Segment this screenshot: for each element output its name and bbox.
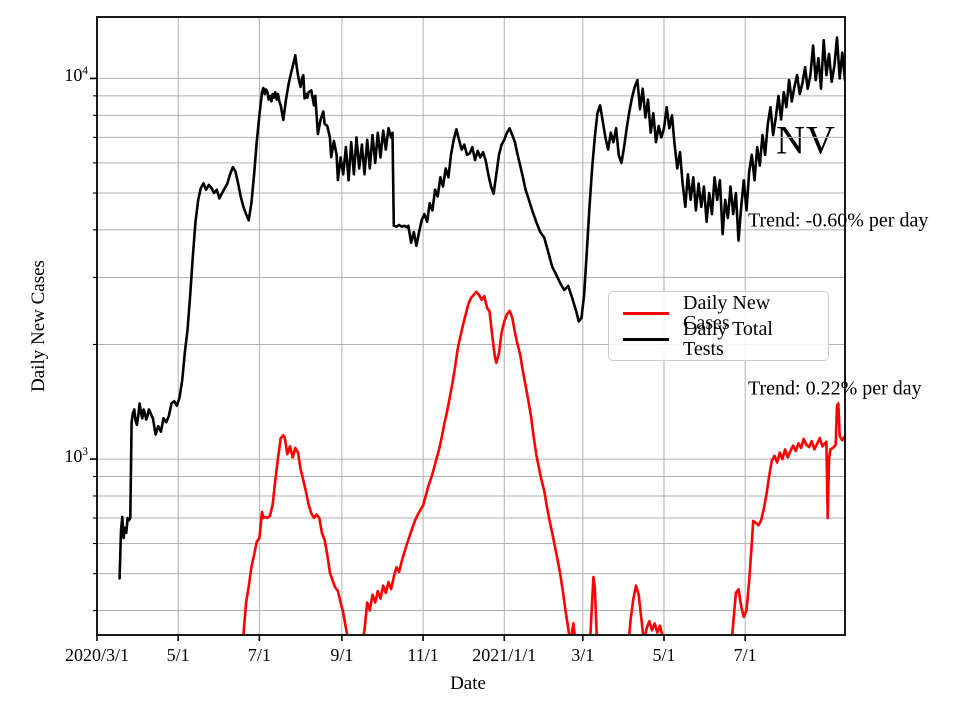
x-axis-label: Date <box>450 673 486 694</box>
trend-annotation-new-cases: Trend: 0.22% per day <box>748 377 922 400</box>
legend-item: Daily New Cases <box>619 293 818 333</box>
legend-swatch <box>623 337 669 341</box>
x-tick-label: 3/1 <box>571 645 595 665</box>
x-tick-label: 2020/3/1 <box>64 645 130 665</box>
legend: Daily New Cases Daily Total Tests <box>608 291 829 361</box>
x-tick-label: 2021/1/1 <box>472 645 537 665</box>
x-tick-label: 7/1 <box>247 645 271 665</box>
y-axis-label: Daily New Cases <box>28 260 49 392</box>
series-line-daily-total-tests <box>118 36 845 580</box>
y-tick-label: 103 <box>64 446 88 467</box>
legend-swatch <box>623 311 669 315</box>
y-tick-label: 104 <box>64 65 88 86</box>
series-lines <box>118 36 845 635</box>
legend-label: Daily Total Tests <box>683 318 773 360</box>
x-tick-label: 9/1 <box>330 645 354 665</box>
state-label: NV <box>776 117 836 163</box>
trend-annotation-total-tests: Trend: -0.60% per day <box>748 209 929 232</box>
tick-marks <box>90 77 746 641</box>
x-tick-label: 7/1 <box>733 645 757 665</box>
series-line-daily-new-cases <box>242 290 845 635</box>
plot-border <box>96 16 846 636</box>
legend-label: Daily New Cases <box>683 292 771 334</box>
legend-item: Daily Total Tests <box>619 319 818 359</box>
x-tick-label: 5/1 <box>166 645 190 665</box>
x-tick-label: 5/1 <box>652 645 676 665</box>
x-tick-label: 11/1 <box>407 645 439 665</box>
